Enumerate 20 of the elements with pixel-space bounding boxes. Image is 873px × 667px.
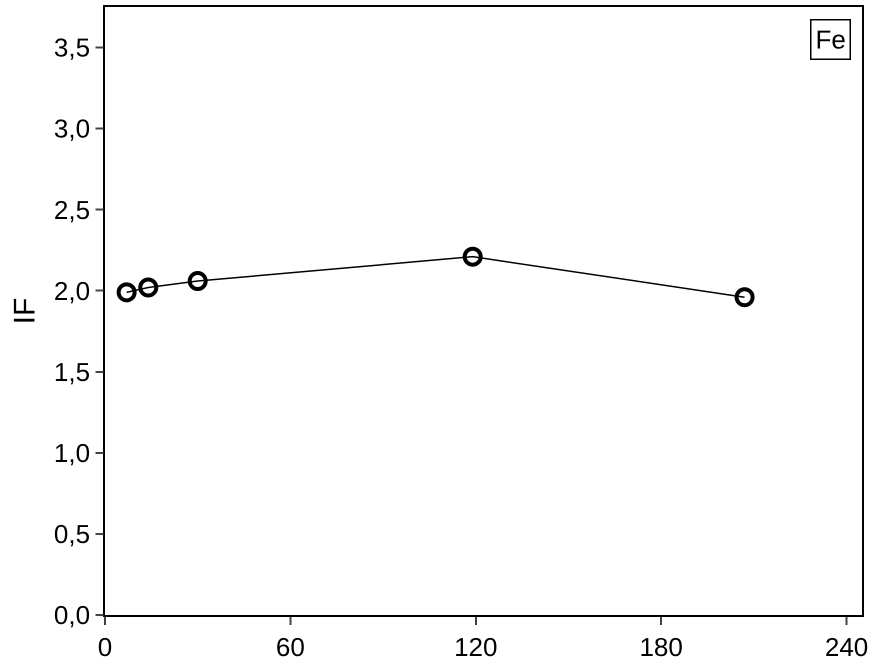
x-tick-label: 120 (454, 632, 498, 662)
y-tick-label: 1,5 (54, 356, 90, 387)
y-tick-label: 0,0 (54, 600, 90, 630)
point (734, 287, 755, 308)
point (462, 246, 483, 267)
annotation: Fe (816, 24, 846, 54)
point (116, 282, 137, 302)
y-tick-label: 3,5 (54, 32, 90, 63)
y-axis-title: IF (8, 298, 42, 324)
x-tick-label: 180 (639, 632, 683, 662)
point (188, 271, 208, 292)
x-tick-label: 60 (276, 632, 305, 662)
point (138, 277, 158, 298)
y-tick-label: 3,0 (54, 114, 90, 144)
y-tick-label: 2,5 (54, 194, 90, 225)
x-tick-label: 0 (98, 632, 112, 662)
x-tick-label: 240 (824, 632, 868, 662)
y-tick-label: 1,0 (54, 438, 90, 468)
y-tick-label: 2,0 (54, 276, 90, 306)
y-tick-label: 0,5 (54, 519, 90, 550)
